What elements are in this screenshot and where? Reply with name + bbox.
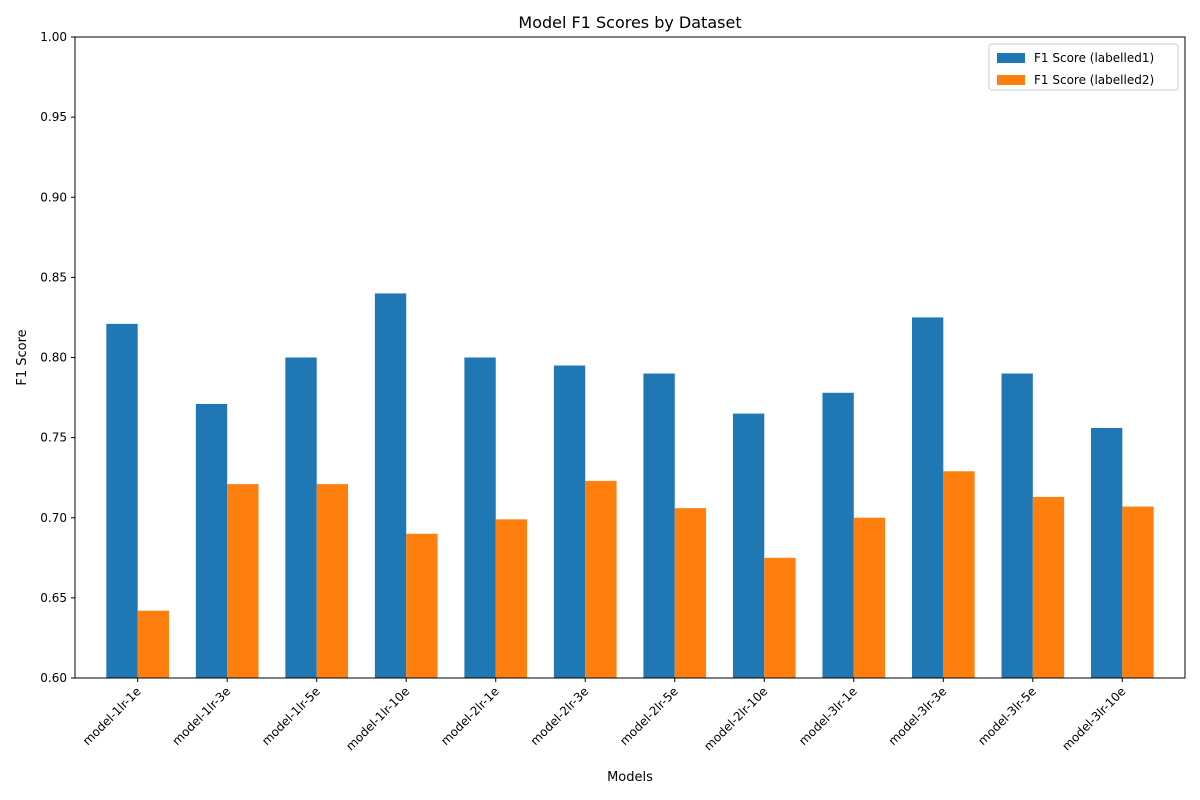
bar-series1-model-3lr-1e (822, 392, 854, 678)
x-tick-label: model-2lr-10e (701, 684, 770, 753)
x-tick-label: model-1lr-1e (80, 684, 144, 748)
bar-series2-model-1lr-1e (137, 610, 169, 678)
y-tick-label: 0.70 (40, 511, 67, 525)
bar-series1-model-2lr-5e (643, 373, 675, 678)
bar-series1-model-2lr-3e (553, 365, 586, 678)
bar-series1-model-2lr-10e (732, 413, 765, 678)
bar-series1-model-1lr-1e (106, 323, 138, 678)
bar-series1-model-2lr-1e (464, 357, 496, 678)
x-tick-label: model-2lr-5e (617, 684, 681, 748)
bar-series2-model-2lr-1e (495, 519, 528, 678)
x-tick-label: model-2lr-1e (438, 684, 502, 748)
x-tick-label: model-3lr-1e (796, 684, 860, 748)
bar-series2-model-2lr-5e (674, 508, 707, 678)
bar-series1-model-1lr-3e (195, 403, 228, 678)
bar-series2-model-2lr-10e (764, 557, 796, 678)
x-tick-label: model-2lr-3e (528, 684, 592, 748)
bar-series2-model-3lr-5e (1032, 496, 1065, 678)
bar-series2-model-3lr-3e (943, 471, 975, 678)
bar-series2-model-3lr-10e (1122, 506, 1154, 678)
x-tick-label: model-1lr-5e (259, 684, 323, 748)
legend-label-series2: F1 Score (labelled2) (1034, 73, 1154, 87)
legend-label-series1: F1 Score (labelled1) (1034, 51, 1154, 65)
legend-swatch-series1 (997, 53, 1025, 63)
bar-series1-model-1lr-5e (285, 357, 317, 678)
y-axis-label: F1 Score (15, 329, 30, 385)
x-tick-label: model-1lr-3e (170, 684, 234, 748)
y-tick-label: 0.85 (40, 270, 67, 284)
y-tick-label: 0.75 (40, 431, 67, 445)
bar-series2-model-3lr-1e (853, 517, 886, 678)
x-tick-label: model-3lr-3e (886, 684, 950, 748)
legend: F1 Score (labelled1) F1 Score (labelled2) (988, 43, 1179, 91)
plot-frame (74, 36, 1186, 679)
x-tick-label: model-3lr-10e (1059, 684, 1128, 753)
chart-title: Model F1 Scores by Dataset (518, 13, 741, 32)
y-tick-label: 0.60 (40, 671, 67, 685)
y-tick-label: 1.00 (40, 30, 67, 44)
bar-series2-model-1lr-5e (316, 484, 349, 678)
y-tick-label: 0.80 (40, 351, 67, 365)
legend-swatch-series2 (997, 75, 1025, 85)
bar-series1-model-1lr-10e (374, 293, 407, 678)
x-tick-label: model-3lr-5e (975, 684, 1039, 748)
x-tick-label: model-1lr-10e (343, 684, 412, 753)
y-tick-label: 0.90 (40, 190, 67, 204)
y-tick-label: 0.95 (40, 110, 67, 124)
y-tick-label: 0.65 (40, 591, 67, 605)
bars-layer (106, 293, 1154, 678)
bar-series2-model-1lr-10e (406, 533, 438, 678)
x-axis-ticks: model-1lr-1e model-1lr-3e model-1lr-5e mode… (80, 678, 1128, 753)
bar-series1-model-3lr-10e (1091, 428, 1123, 678)
bar-series2-model-1lr-3e (227, 484, 259, 678)
bar-series2-model-2lr-3e (585, 480, 617, 678)
y-axis-ticks: 0.60 0.65 0.70 0.75 0.80 0.85 0.90 0.95 1.00 (40, 30, 75, 685)
x-axis-label: Models (607, 770, 653, 785)
bar-series1-model-3lr-5e (1001, 373, 1033, 678)
bar-series1-model-3lr-3e (911, 317, 944, 678)
legend-box (988, 43, 1179, 91)
